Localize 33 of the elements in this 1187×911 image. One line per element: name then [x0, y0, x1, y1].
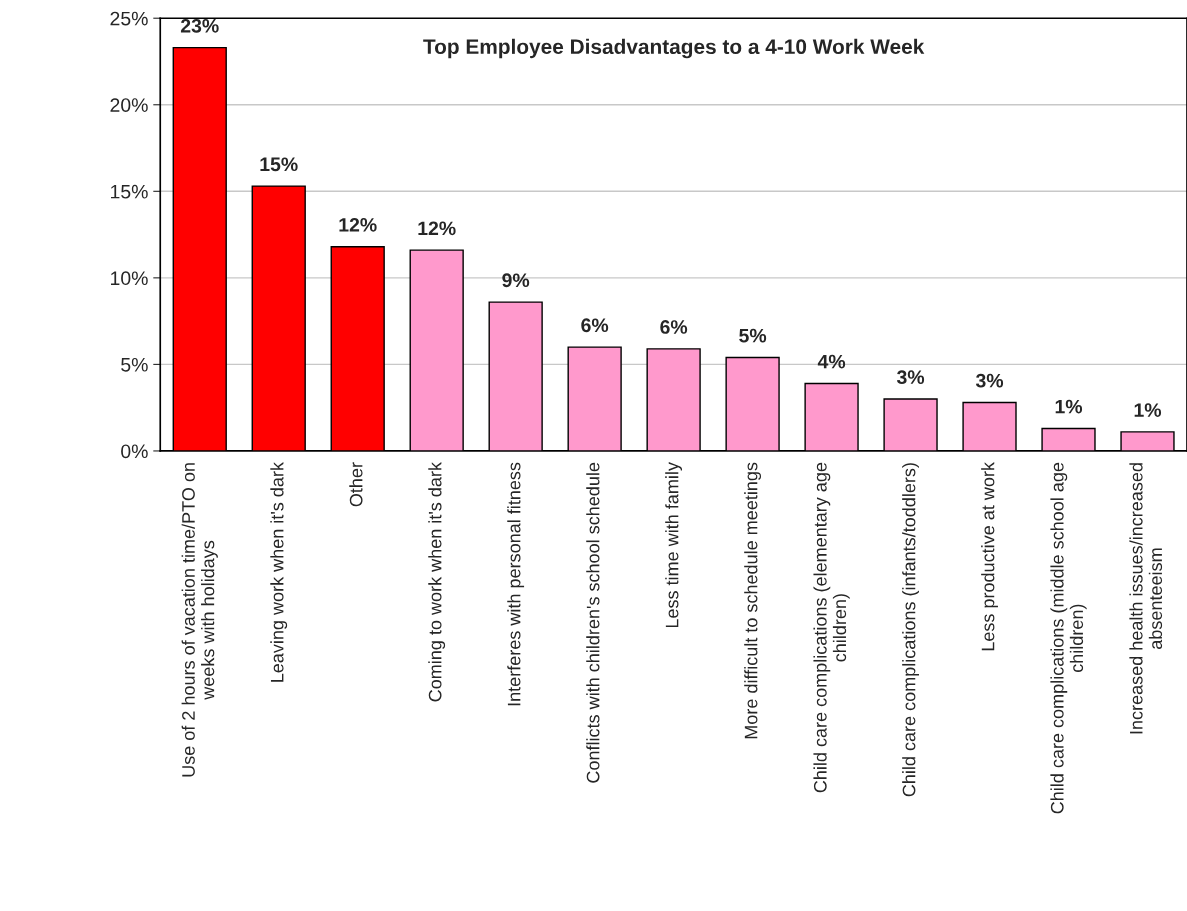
data-label: 1%	[1055, 399, 1083, 414]
x-tick-label: Use of 2 hours of vacation time/PTO on weeks with holidays	[181, 463, 218, 777]
data-label: 5%	[739, 328, 767, 343]
y-tick-label: 5%	[121, 357, 148, 372]
y-tick-label: 0%	[121, 444, 148, 459]
x-tick-label: Child care complications (elementary age children)	[813, 462, 850, 793]
x-tick-label: Interferes with personal fitness	[507, 462, 525, 706]
x-tick-label: Less time with family	[665, 462, 683, 628]
x-tick-label: Less productive at work	[981, 462, 998, 651]
data-label: 9%	[502, 273, 530, 288]
y-tick-label: 20%	[110, 98, 148, 112]
text: Top Employee Disadvantages to a 4-10 Work Week	[423, 38, 925, 59]
y-tick-label: 25%	[110, 11, 148, 26]
data-label: 12%	[418, 221, 456, 236]
x-tick-label: Child care complications (infants/toddlers)	[902, 463, 919, 797]
x-tick-label: Coming to work when it's dark	[428, 462, 446, 702]
x-tick-label: More difficult to schedule meetings	[744, 462, 762, 739]
y-tick-label: 10%	[111, 271, 148, 286]
data-label: 4%	[817, 354, 846, 369]
data-label: 1%	[1134, 403, 1162, 417]
data-label: 23%	[180, 18, 219, 33]
x-tick-label: Leaving work when it's dark	[270, 462, 288, 682]
data-label: 3%	[896, 370, 925, 385]
data-label: 3%	[975, 373, 1004, 388]
data-label: 6%	[660, 320, 688, 334]
data-label: 12%	[339, 217, 377, 232]
x-tick-label: Other	[349, 462, 363, 507]
y-tick-label: 15%	[111, 184, 148, 199]
x-tick-label: Conflicts with children's school schedule	[586, 462, 600, 783]
data-label: 15%	[260, 157, 298, 172]
data-label: 6%	[581, 318, 609, 333]
x-tick-label: Child care complications (middle school age children)	[1050, 462, 1087, 814]
x-tick-label: Increased health issues/increased absenteeism	[1129, 463, 1163, 734]
